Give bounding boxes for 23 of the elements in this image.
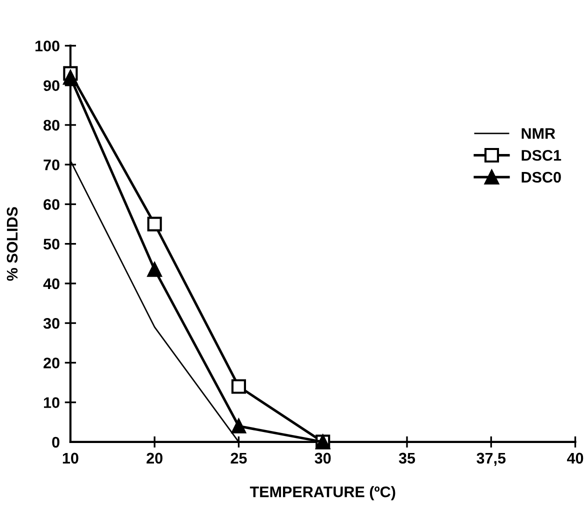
x-tick-label: 30 bbox=[314, 452, 331, 464]
x-tick-label: 10 bbox=[62, 452, 78, 464]
y-tick-label: 70 bbox=[44, 159, 60, 170]
x-tick-label: 40 bbox=[566, 452, 584, 464]
y-tick-label: 60 bbox=[44, 199, 60, 210]
y-tick-label: 0 bbox=[52, 436, 60, 448]
y-tick-label: 50 bbox=[44, 238, 60, 250]
y-tick-label: 10 bbox=[44, 397, 60, 408]
legend-label: DSC1 bbox=[522, 150, 562, 161]
x-tick-label: 25 bbox=[230, 452, 247, 464]
legend-label: NMR bbox=[522, 128, 556, 139]
x-axis-title: TEMPERATURE (ºC) bbox=[250, 486, 396, 500]
y-tick-label: 20 bbox=[44, 358, 60, 368]
legend-label: DSC0 bbox=[522, 172, 561, 183]
y-tick-label: 100 bbox=[36, 40, 60, 52]
x-tick-label: 20 bbox=[146, 452, 162, 464]
x-tick-label: 37,5 bbox=[476, 452, 506, 466]
y-tick-label: 90 bbox=[44, 80, 60, 92]
x-tick-label: 35 bbox=[398, 452, 416, 464]
y-tick-label: 80 bbox=[44, 120, 60, 131]
y-axis-title: % SOLIDS bbox=[6, 207, 18, 281]
y-tick-label: 30 bbox=[43, 318, 60, 329]
y-tick-label: 40 bbox=[43, 278, 60, 290]
